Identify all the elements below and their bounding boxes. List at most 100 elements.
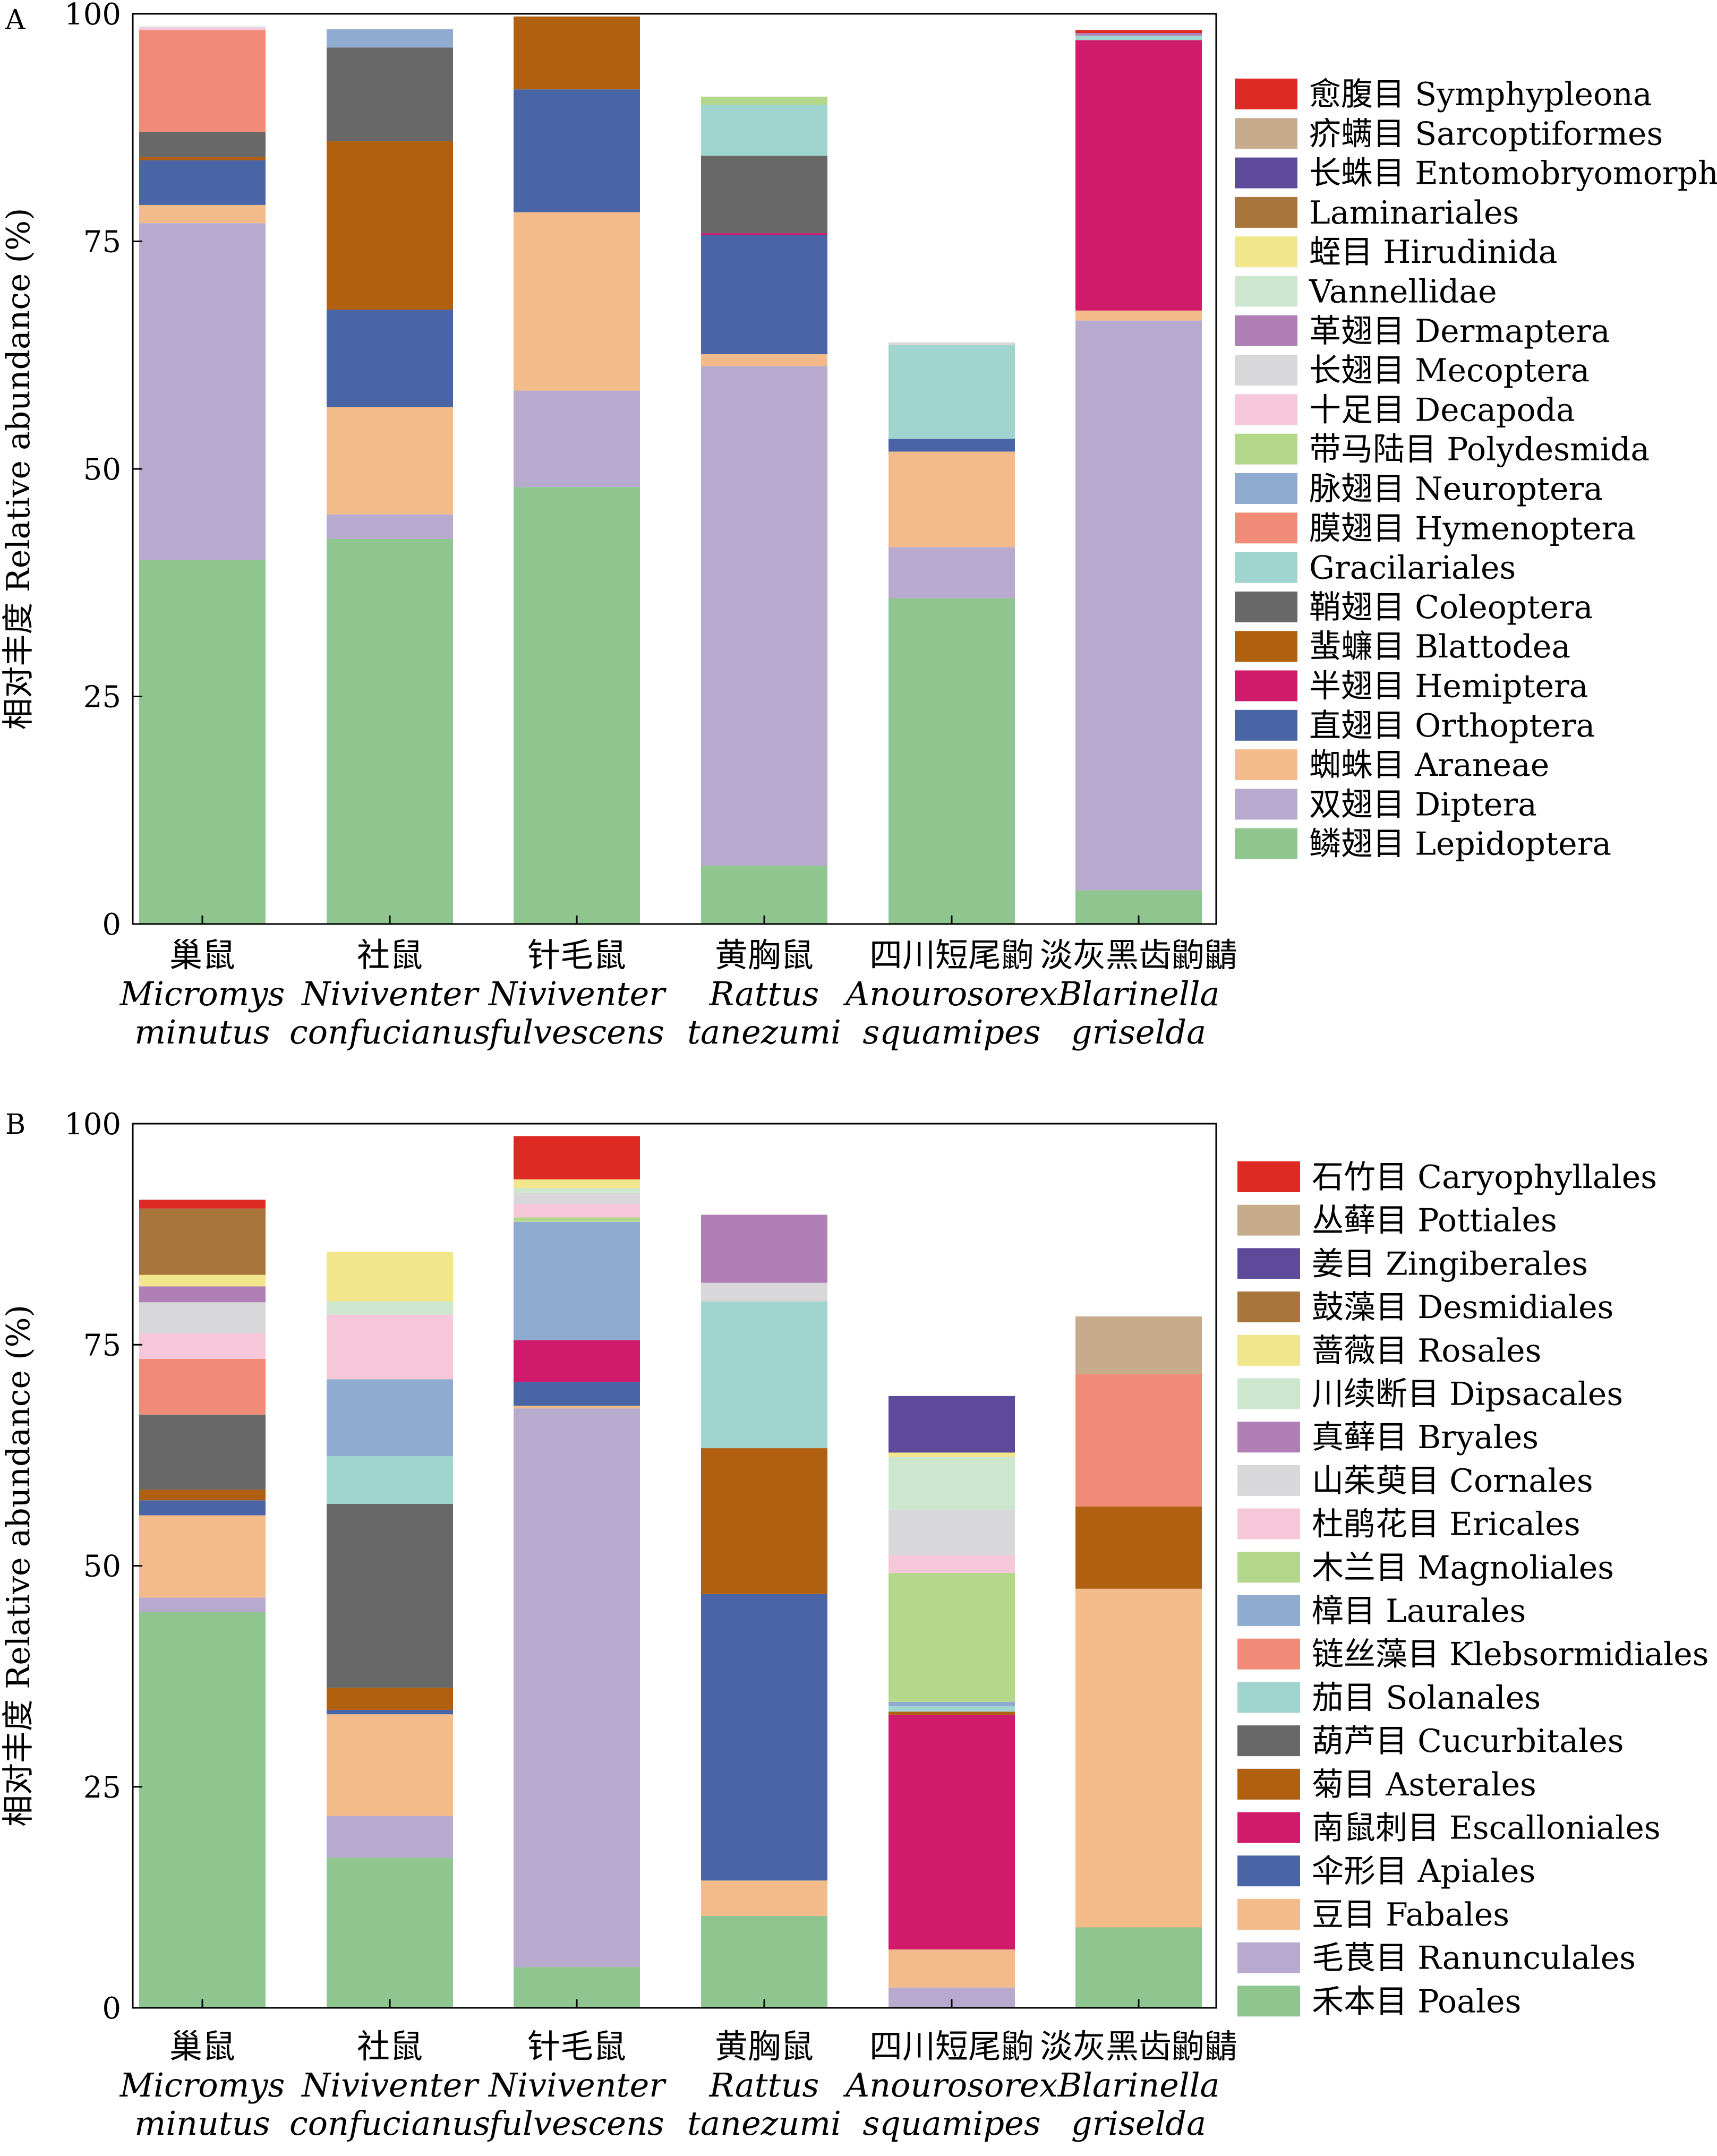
legend-swatch <box>1235 552 1297 583</box>
bar-segment <box>701 1448 827 1594</box>
y-tick-label: 0 <box>102 1991 121 2026</box>
legend-label: 带马陆目 Polydesmida <box>1309 431 1650 468</box>
bar-segment <box>327 1301 453 1315</box>
legend-swatch <box>1235 157 1297 189</box>
bar-segment <box>327 310 453 407</box>
bar-segment <box>1075 36 1202 40</box>
legend-label: 蜚蠊目 Blattodea <box>1309 628 1570 665</box>
legend-label: 姜目 Zingiberales <box>1312 1245 1588 1282</box>
legend-label: 丛藓目 Pottiales <box>1312 1202 1557 1239</box>
bar-segment <box>327 514 453 539</box>
bar-segment <box>514 1406 640 1409</box>
bar-segment <box>139 132 266 157</box>
legend-swatch <box>1235 79 1297 109</box>
bar-segment <box>514 1179 640 1188</box>
legend-label: 毛茛目 Ranunculales <box>1312 1940 1636 1977</box>
bar-segment <box>139 27 266 30</box>
legend-swatch <box>1237 1768 1300 1800</box>
bar-segment <box>1075 1588 1202 1928</box>
y-tick-label: 75 <box>83 1328 121 1363</box>
bar-segment <box>1075 1316 1202 1374</box>
legend-label: 膜翅目 Hymenoptera <box>1309 510 1636 547</box>
bar-segment <box>701 156 827 234</box>
bar-segment <box>327 1314 453 1380</box>
category-label-cn: 巢鼠 <box>169 2027 235 2066</box>
bar-segment <box>701 1282 827 1302</box>
bar-segment <box>327 1688 453 1710</box>
bar-segment <box>514 1204 640 1218</box>
bar-segment <box>514 1188 640 1193</box>
bar-segment <box>701 235 827 355</box>
category-label-latin: minutus <box>134 1013 270 1051</box>
legend-label: 葫芦目 Cucurbitales <box>1312 1723 1624 1760</box>
legend-swatch <box>1235 512 1297 544</box>
bar-segment <box>327 47 453 141</box>
bar-segment <box>514 1408 640 1967</box>
bar-segment <box>327 538 453 924</box>
y-tick-label: 100 <box>64 0 121 32</box>
legend-swatch <box>1235 196 1297 228</box>
bar-segment <box>514 89 640 212</box>
legend-swatch <box>1237 1812 1300 1843</box>
legend-label: 菊目 Asterales <box>1312 1766 1536 1803</box>
bar-segment <box>514 16 640 90</box>
bar-segment <box>889 547 1015 598</box>
legend-swatch <box>1237 1682 1300 1713</box>
bar-segment <box>1075 1927 1202 2008</box>
legend-swatch <box>1237 1334 1300 1366</box>
category-label-latin: Micromys <box>119 2066 285 2104</box>
category-label-latin: Blarinella <box>1057 2066 1219 2104</box>
category-label-latin: squamipes <box>862 1013 1040 1051</box>
bar-segment <box>889 345 1015 439</box>
panel-A: A 0 25 50 75 100 相对丰度 Relative abundance (%) 巢鼠… <box>0 0 1717 1051</box>
legend-label: 鼓藻目 Desmidiales <box>1312 1289 1613 1326</box>
bar-segment <box>889 1510 1015 1555</box>
bar-segment <box>889 1457 1015 1510</box>
category-label-latin: squamipes <box>862 2104 1040 2143</box>
bar-segment <box>889 1706 1015 1712</box>
legend-swatch <box>1235 236 1297 268</box>
legend-swatch <box>1237 1942 1300 1973</box>
legend-label: Vannellidae <box>1309 273 1497 311</box>
y-tick-label: 50 <box>83 1550 121 1584</box>
legend-label: 直翅目 Orthoptera <box>1309 707 1595 745</box>
legend-label: 山茱萸目 Cornales <box>1312 1462 1593 1500</box>
bar-segment <box>514 487 640 924</box>
category-label-latin: Anourosorex <box>843 2066 1057 2104</box>
category-label-latin: fulvescens <box>487 1013 664 1051</box>
panel-B: B 0 25 50 75 100 相对丰度 Relative abundance (%) 巢鼠… <box>0 1107 1709 2143</box>
legend-swatch <box>1235 118 1297 149</box>
legend-label: 木兰目 Magnoliales <box>1312 1549 1614 1586</box>
legend-label: 真藓目 Bryales <box>1312 1419 1539 1456</box>
bar-segment <box>327 1709 453 1715</box>
plot-frame <box>132 1123 1217 2009</box>
legend-swatch <box>1235 394 1297 425</box>
legend-swatch <box>1237 1465 1300 1496</box>
legend-swatch <box>1237 1595 1300 1626</box>
panel-letter: A <box>5 4 26 36</box>
bar-segment <box>889 1555 1015 1573</box>
legend-swatch <box>1237 1161 1300 1192</box>
bar-segment <box>889 1701 1015 1707</box>
legend-swatch <box>1235 433 1297 465</box>
bar-segment <box>327 407 453 515</box>
bar-segment <box>139 1358 266 1415</box>
legend-label: 蛭目 Hirudinida <box>1309 234 1558 271</box>
bar-segment <box>701 366 827 866</box>
bar-segment <box>139 157 266 160</box>
bar-segment <box>701 233 827 235</box>
bar-segment <box>514 1192 640 1204</box>
legend: 石竹目 Caryophyllales 丛藓目 Pottiales 姜目 Zingib… <box>1237 1159 1709 2020</box>
y-tick-label: 75 <box>83 225 121 260</box>
legend-swatch <box>1237 1291 1300 1323</box>
bar-segment <box>889 439 1015 452</box>
legend-label: 脉翅目 Neuroptera <box>1309 470 1603 508</box>
legend-swatch <box>1237 1725 1300 1757</box>
bar-segment <box>327 1379 453 1457</box>
category-label-cn: 黄胸鼠 <box>715 936 814 974</box>
legend-label: 长翅目 Mecoptera <box>1309 352 1590 389</box>
bar-segment <box>514 1221 640 1340</box>
y-axis-label: 相对丰度 Relative abundance (%) <box>0 1305 37 1827</box>
